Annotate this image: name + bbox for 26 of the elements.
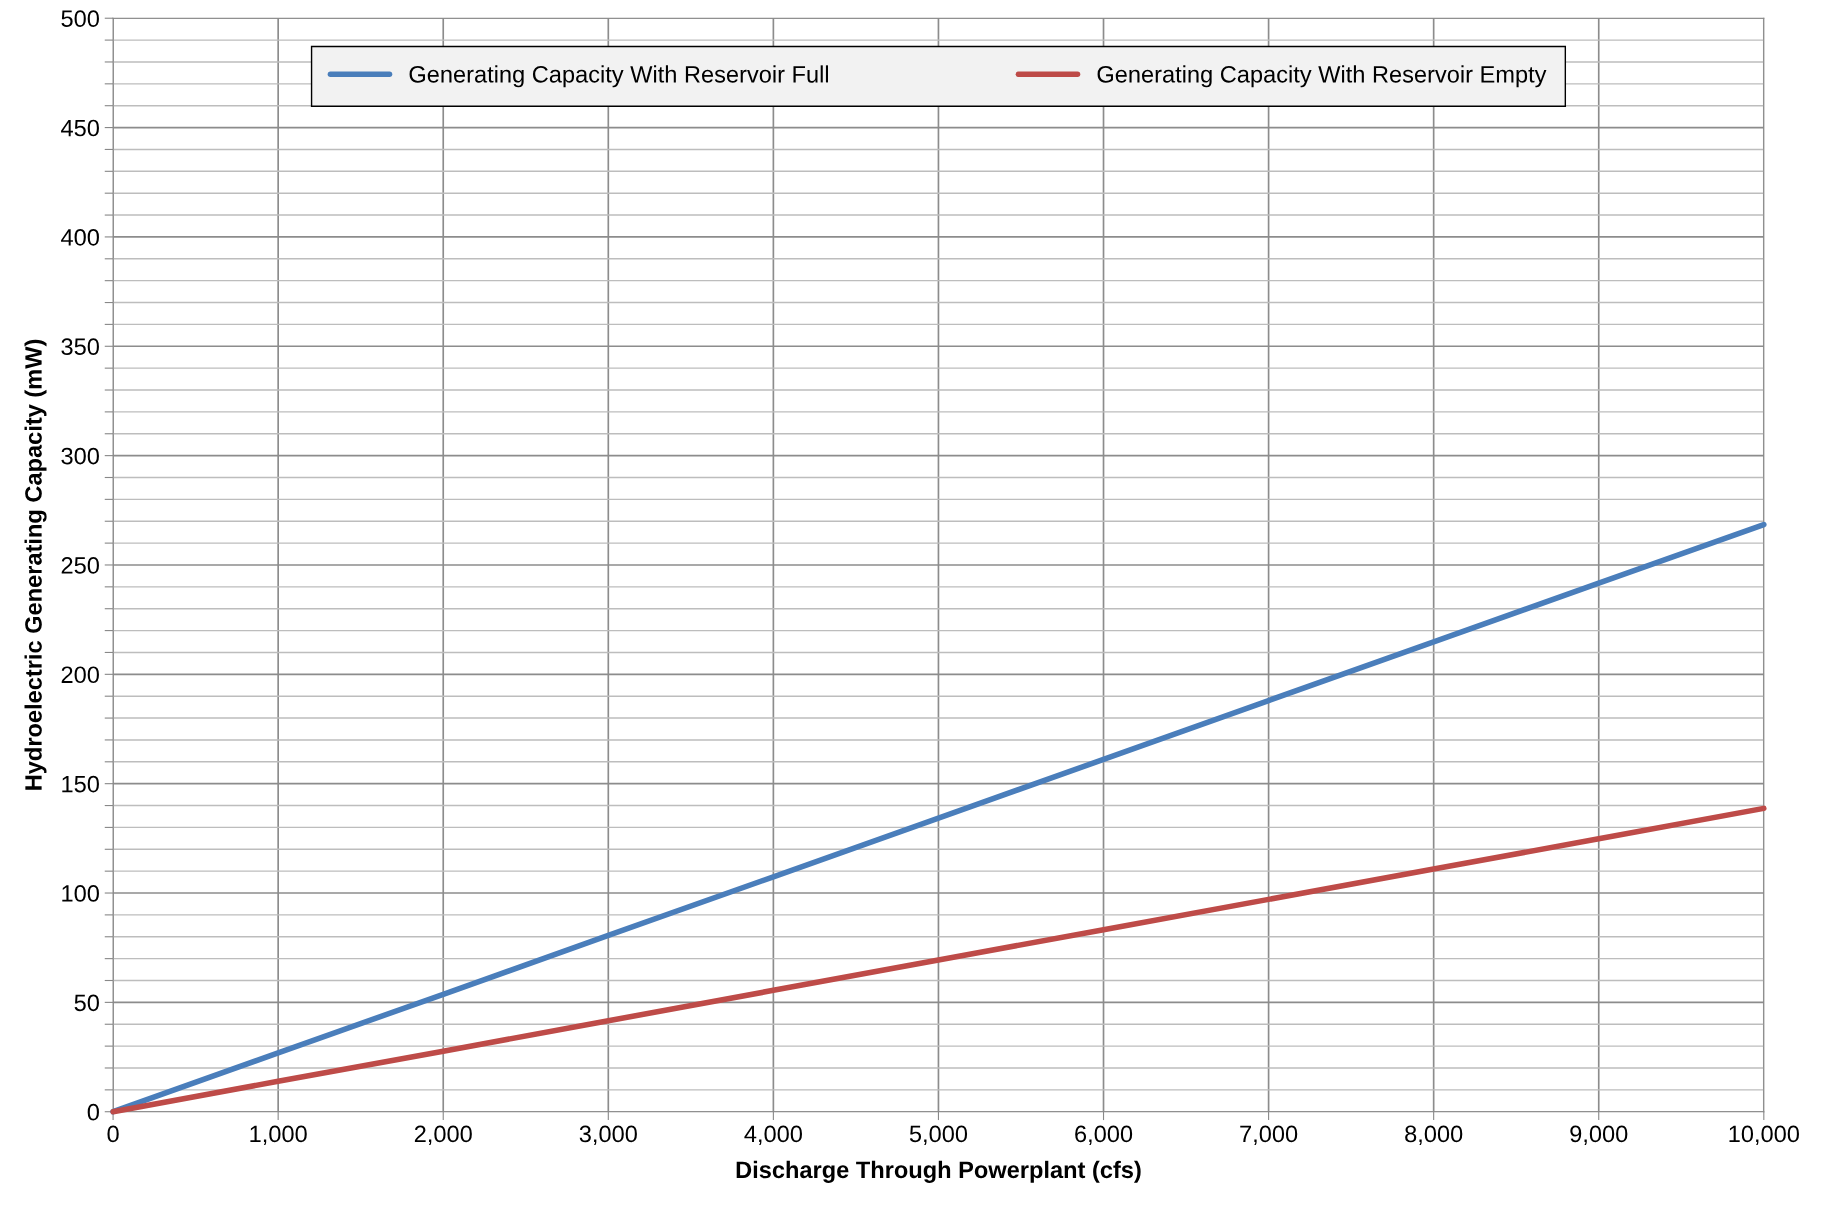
x-tick-label: 5,000: [909, 1125, 968, 1146]
x-tick-label: 9,000: [1570, 1125, 1628, 1146]
x-tick-label: 8,000: [1405, 1125, 1463, 1146]
x-tick-label: 2,000: [414, 1125, 472, 1146]
y-tick-label: 50: [74, 994, 99, 1012]
x-tick-label: 3,000: [579, 1125, 637, 1146]
y-tick-label: 400: [61, 228, 99, 246]
y-tick-label: 350: [61, 338, 99, 356]
y-tick-label: 150: [62, 775, 99, 793]
x-tick-label: 0: [107, 1125, 119, 1143]
y-tick-label: 250: [61, 557, 99, 574]
x-tick-label: 1,000: [250, 1125, 307, 1146]
y-tick-label: 450: [61, 119, 99, 137]
y-tick-label: 300: [61, 447, 99, 465]
x-axis-title: Discharge Through Powerplant (cfs): [736, 1160, 1141, 1183]
legend-label: Generating Capacity With Reservoir Empty: [1097, 65, 1547, 88]
x-tick-label: 4,000: [744, 1125, 802, 1146]
y-tick-label: 200: [61, 666, 99, 684]
y-axis-title: Hydroelectric Generating Capacity (mW): [24, 339, 47, 790]
x-tick-label: 10,000: [1729, 1125, 1799, 1146]
y-tick-label: 100: [62, 885, 99, 902]
legend-label: Generating Capacity With Reservoir Full: [409, 65, 829, 88]
x-tick-label: 6,000: [1075, 1125, 1133, 1146]
y-tick-label: 0: [87, 1103, 99, 1121]
x-tick-label: 7,000: [1240, 1125, 1298, 1146]
y-tick-label: 500: [61, 10, 99, 28]
